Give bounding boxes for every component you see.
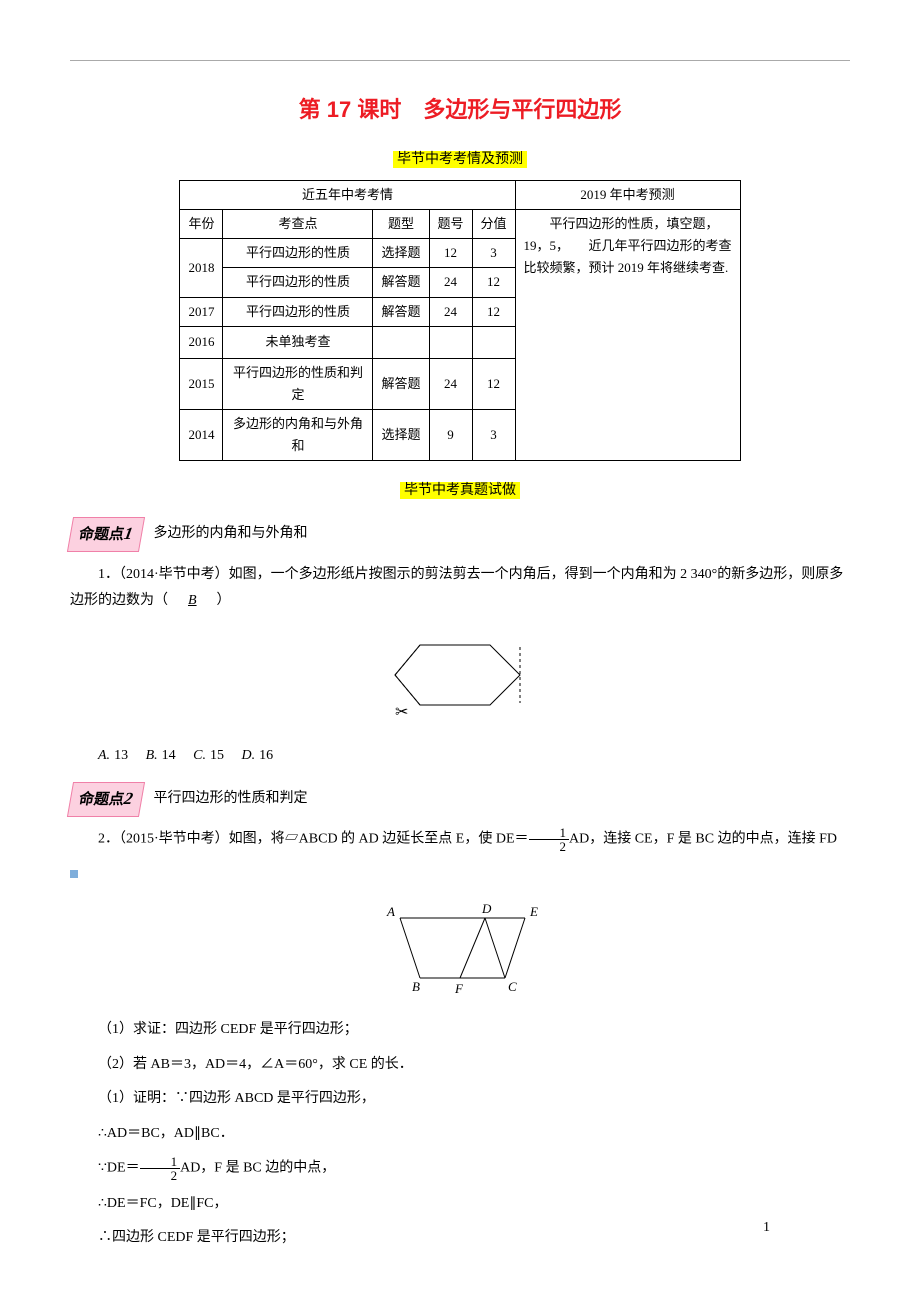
table-row: 2015 <box>180 358 223 409</box>
th-left: 近五年中考考情 <box>180 181 515 210</box>
prediction-cell: 平行四边形的性质，填空题，19，5， 近几年平行四边形的考查比较频繁，预计 20… <box>515 210 740 461</box>
table-cell: 3 <box>472 409 515 460</box>
q2-line-6: ∴DE＝FC，DE∥FC， <box>70 1191 850 1218</box>
col-num: 题号 <box>429 210 472 239</box>
table-cell: 24 <box>429 297 472 326</box>
table-cell: 12 <box>472 358 515 409</box>
table-cell: 未单独考查 <box>223 326 373 358</box>
q2-line-5: ∵DE＝12AD，F 是 BC 边的中点， <box>70 1155 850 1182</box>
q2-line-3: （1）证明：∵四边形 ABCD 是平行四边形， <box>70 1086 850 1113</box>
th-right: 2019 年中考预测 <box>515 181 740 210</box>
svg-text:C: C <box>508 979 517 994</box>
q2-stem: 2．（2015·毕节中考）如图，将▱ABCD 的 AD 边延长至点 E，使 DE… <box>70 826 850 853</box>
q1-stem: 1．（2014·毕节中考）如图，一个多边形纸片按图示的剪法剪去一个内角后，得到一… <box>70 562 850 615</box>
table-cell: 选择题 <box>373 409 429 460</box>
table-cell <box>472 326 515 358</box>
table-cell: 平行四边形的性质 <box>223 268 373 297</box>
table-cell: 选择题 <box>373 239 429 268</box>
table-cell: 24 <box>429 358 472 409</box>
top-rule <box>70 60 850 61</box>
table-cell <box>429 326 472 358</box>
table-cell: 平行四边形的性质和判定 <box>223 358 373 409</box>
col-type: 题型 <box>373 210 429 239</box>
topic-label-1: 多边形的内角和与外角和 <box>154 522 308 546</box>
table-cell: 解答题 <box>373 358 429 409</box>
q2-line-2: （2）若 AB＝3，AD＝4，∠A＝60°，求 CE 的长． <box>70 1052 850 1079</box>
table-cell: 12 <box>472 268 515 297</box>
table-cell: 9 <box>429 409 472 460</box>
q2-figure: A D E B F C <box>70 898 850 1007</box>
col-year: 年份 <box>180 210 223 239</box>
table-cell: 平行四边形的性质 <box>223 297 373 326</box>
inline-mark <box>70 862 850 889</box>
svg-text:E: E <box>529 904 538 919</box>
svg-text:✂: ✂ <box>395 704 408 721</box>
topic-label-2: 平行四边形的性质和判定 <box>154 787 308 811</box>
topic-2: 命题点2 平行四边形的性质和判定 <box>70 782 850 817</box>
table-cell: 24 <box>429 268 472 297</box>
q2-line-1: （1）求证：四边形 CEDF 是平行四边形； <box>70 1017 850 1044</box>
svg-text:F: F <box>454 981 464 996</box>
table-cell: 平行四边形的性质 <box>223 239 373 268</box>
table-cell <box>373 326 429 358</box>
polygon-svg: ✂ <box>365 625 555 725</box>
table-row: 2017 <box>180 297 223 326</box>
table-cell: 多边形的内角和与外角和 <box>223 409 373 460</box>
q1-figure: ✂ <box>70 625 850 734</box>
exam-table: 近五年中考考情 2019 年中考预测 年份 考查点 题型 题号 分值 平行四边形… <box>179 180 740 461</box>
table-cell: 解答题 <box>373 297 429 326</box>
topic-1: 命题点1 多边形的内角和与外角和 <box>70 517 850 552</box>
table-row: 2014 <box>180 409 223 460</box>
table-row: 2016 <box>180 326 223 358</box>
svg-text:A: A <box>386 904 395 919</box>
page-number: 1 <box>763 1216 770 1240</box>
table-cell: 解答题 <box>373 268 429 297</box>
parallelogram-svg: A D E B F C <box>365 898 555 998</box>
highlight-1: 毕节中考考情及预测 <box>70 148 850 172</box>
q2-line-4: ∴AD＝BC，AD∥BC． <box>70 1121 850 1148</box>
topic-badge-1: 命题点1 <box>67 517 145 552</box>
col-score: 分值 <box>472 210 515 239</box>
svg-text:B: B <box>412 979 420 994</box>
table-cell: 12 <box>429 239 472 268</box>
q1-options: A.13 B.14 C.15 D.16 <box>70 744 850 768</box>
q2-line-7: ∴四边形 CEDF 是平行四边形； <box>70 1225 850 1252</box>
page-title: 第 17 课时 多边形与平行四边形 <box>70 91 850 128</box>
highlight-2: 毕节中考真题试做 <box>70 479 850 503</box>
svg-text:D: D <box>481 901 492 916</box>
table-row: 2018 <box>180 239 223 297</box>
table-cell: 3 <box>472 239 515 268</box>
topic-badge-2: 命题点2 <box>67 782 145 817</box>
q1-answer: B <box>188 593 197 608</box>
col-topic: 考查点 <box>223 210 373 239</box>
table-cell: 12 <box>472 297 515 326</box>
